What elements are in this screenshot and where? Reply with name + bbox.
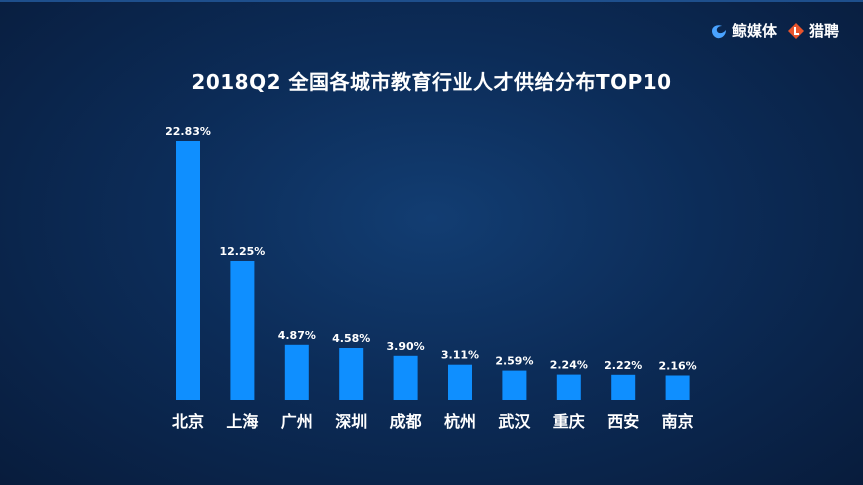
category-label-1: 上海 [226, 412, 258, 431]
liepin-logo-text: 猎聘 [808, 22, 839, 40]
category-label-9: 南京 [662, 412, 694, 431]
bar-5 [448, 364, 472, 400]
top-border-line [0, 0, 863, 2]
bar-8 [611, 374, 636, 400]
bar-4 [393, 355, 418, 400]
bar-value-label-6: 2.59% [495, 355, 533, 368]
bar-value-label-5: 3.11% [441, 349, 479, 362]
whale-wave-icon [711, 24, 726, 38]
jingmeiti-logo-text: 鲸媒体 [731, 22, 777, 40]
category-label-6: 武汉 [498, 412, 531, 431]
bar-value-label-4: 3.90% [387, 340, 425, 353]
bar-2 [284, 344, 309, 400]
bar-value-label-1: 12.25% [219, 245, 265, 258]
category-label-7: 重庆 [553, 412, 585, 431]
bar-value-label-2: 4.87% [278, 329, 316, 342]
liepin-logo: 猎聘 [787, 20, 839, 41]
bar-1 [230, 261, 255, 400]
category-label-5: 杭州 [444, 412, 476, 431]
category-label-8: 西安 [607, 412, 639, 431]
category-label-2: 广州 [281, 412, 313, 431]
category-label-3: 深圳 [335, 412, 367, 431]
bar-6 [502, 370, 527, 400]
bar-9 [665, 375, 690, 400]
bar-value-label-8: 2.22% [604, 359, 642, 372]
bar-0 [176, 141, 200, 400]
bar-value-label-0: 22.83% [165, 125, 211, 138]
bar-3 [339, 348, 364, 400]
bar-7 [556, 374, 581, 400]
category-label-0: 北京 [172, 412, 204, 431]
liepin-l-icon [787, 22, 804, 39]
bar-value-label-7: 2.24% [550, 359, 588, 372]
bar-value-label-9: 2.16% [659, 360, 697, 373]
brand-logos: 鲸媒体 猎聘 [710, 20, 839, 41]
jingmeiti-logo: 鲸媒体 [710, 20, 777, 41]
chart-title: 2018Q2 全国各城市教育行业人才供给分布TOP10 [191, 70, 672, 94]
category-label-4: 成都 [390, 412, 422, 431]
bar-value-label-3: 4.58% [332, 332, 370, 345]
